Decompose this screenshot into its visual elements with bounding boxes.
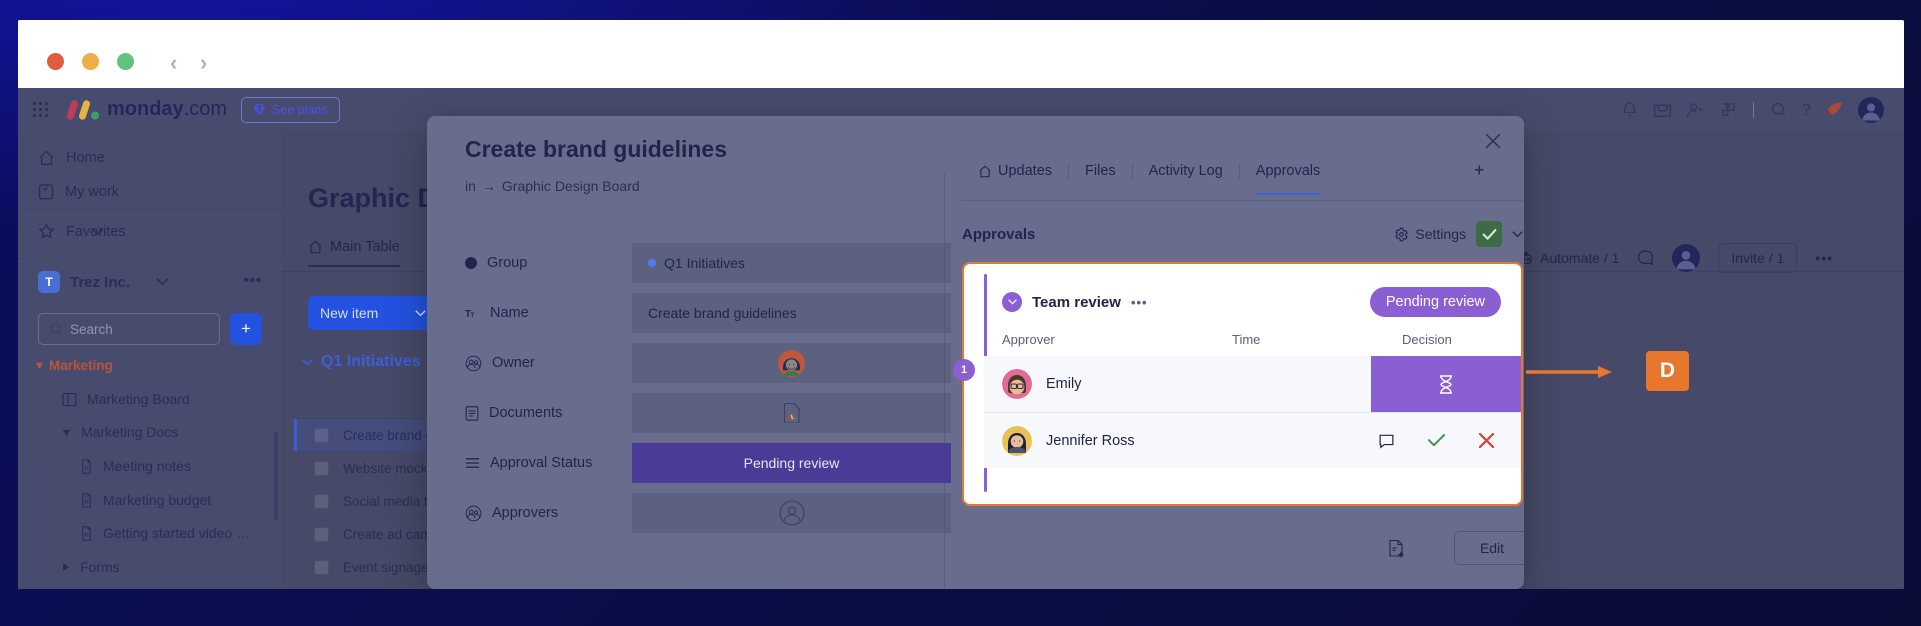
svg-text:T: T xyxy=(470,311,475,318)
